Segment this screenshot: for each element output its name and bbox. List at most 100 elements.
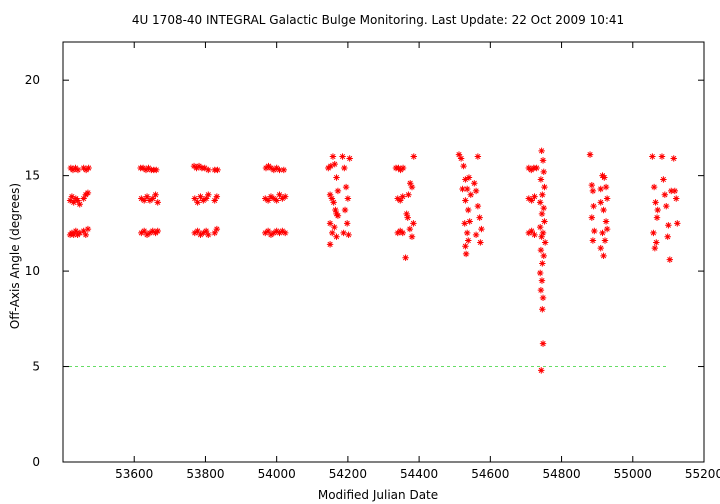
data-point: [670, 155, 677, 162]
data-point: [140, 197, 148, 204]
x-tick-label: 54800: [542, 467, 580, 481]
data-point: [326, 241, 334, 248]
data-point: [665, 222, 672, 229]
data-point: [465, 174, 473, 181]
data-point: [599, 229, 606, 237]
x-tick-label: 54600: [471, 467, 509, 481]
data-point: [601, 174, 608, 181]
data-point: [270, 195, 278, 202]
data-point: [539, 260, 546, 267]
data-point: [282, 193, 289, 200]
data-point: [597, 244, 604, 252]
y-axis-label: Off-Axis Angle (degrees): [8, 183, 22, 329]
data-point: [602, 183, 610, 191]
data-point: [650, 183, 658, 191]
data-point: [326, 220, 334, 227]
axis-ticks: 53600 53800 54000 54200 54400 54600 54800 55000…: [25, 42, 720, 481]
data-point: [462, 176, 469, 183]
data-point: [478, 225, 485, 233]
data-point: [539, 306, 546, 313]
data-point: [197, 193, 204, 200]
data-point: [211, 197, 218, 204]
data-point: [273, 164, 280, 172]
data-point: [588, 181, 596, 189]
data-point: [143, 193, 151, 200]
data-point: [460, 162, 467, 170]
data-point: [538, 210, 546, 218]
data-point: [146, 197, 154, 204]
data-point: [329, 153, 337, 160]
data-point: [462, 197, 469, 204]
data-point: [70, 231, 77, 239]
data-point: [541, 239, 549, 246]
data-point: [539, 340, 547, 347]
data-point: [472, 187, 480, 195]
data-point: [191, 229, 198, 237]
data-point: [603, 195, 611, 202]
data-point: [589, 237, 597, 244]
data-point: [539, 157, 547, 164]
data-point: [600, 206, 607, 214]
data-point: [541, 218, 548, 225]
data-point: [143, 231, 151, 239]
data-point: [410, 153, 417, 160]
data-point: [466, 218, 473, 225]
data-point: [76, 201, 83, 208]
data-point: [410, 220, 417, 227]
data-point: [267, 164, 275, 172]
x-tick-label: 53600: [115, 467, 153, 481]
data-point: [276, 229, 283, 237]
data-point: [346, 155, 353, 162]
data-point: [76, 229, 83, 237]
data-point: [328, 195, 336, 202]
data-point: [139, 164, 147, 172]
data-point: [331, 160, 338, 168]
data-point: [280, 166, 287, 174]
data-point: [195, 162, 203, 170]
data-point: [341, 206, 349, 214]
data-point: [152, 191, 159, 198]
data-point: [273, 197, 280, 204]
data-point: [525, 229, 532, 237]
data-point: [270, 229, 278, 237]
y-tick-label: 15: [25, 169, 40, 183]
data-points: [66, 147, 681, 374]
x-tick-label: 54000: [258, 467, 296, 481]
data-point: [658, 153, 666, 160]
data-point: [465, 237, 472, 244]
data-point: [213, 225, 221, 233]
data-point: [407, 180, 414, 187]
data-point: [674, 220, 681, 227]
data-point: [397, 197, 404, 204]
data-point: [537, 286, 545, 294]
data-point: [282, 229, 289, 237]
data-point: [539, 191, 546, 198]
data-point: [652, 199, 659, 206]
data-point: [671, 187, 678, 195]
data-point: [405, 191, 412, 198]
data-point: [267, 231, 275, 239]
data-point: [539, 229, 547, 237]
data-point: [528, 197, 535, 204]
data-point: [597, 199, 604, 206]
data-point: [649, 153, 656, 160]
data-point: [457, 155, 465, 162]
data-point: [334, 187, 342, 195]
data-point: [149, 195, 156, 202]
data-point: [333, 174, 340, 181]
data-point: [149, 227, 156, 235]
data-point: [205, 191, 212, 198]
data-point: [465, 206, 472, 214]
data-point: [591, 227, 598, 235]
data-point: [264, 227, 272, 235]
x-tick-label: 55200: [685, 467, 720, 481]
data-point: [661, 191, 669, 198]
data-point: [668, 187, 675, 195]
data-point: [84, 189, 92, 197]
data-point: [72, 227, 80, 235]
data-point: [536, 199, 544, 206]
data-point: [154, 199, 161, 206]
data-point: [474, 153, 482, 160]
x-tick-label: 54400: [400, 467, 438, 481]
data-point: [66, 197, 74, 204]
